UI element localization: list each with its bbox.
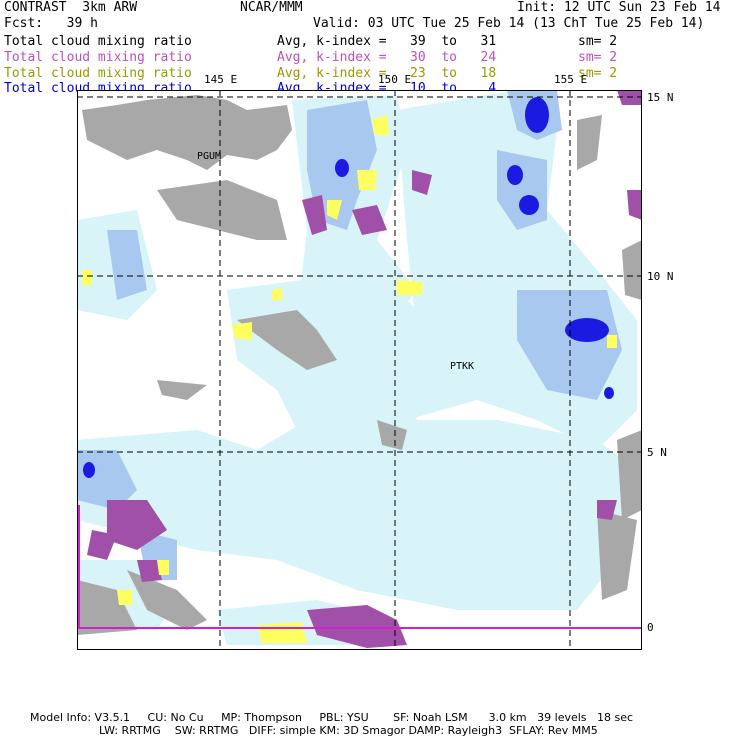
field-name-2: Total cloud mixing ratio [4,50,192,65]
valid-time: Valid: 03 UTC Tue 25 Feb 14 (13 ChT Tue … [313,16,705,31]
lat-label-0: 0 [647,621,654,634]
init-time: Init: 12 UTC Sun 23 Feb 14 [517,0,721,15]
org-label: NCAR/MMM [240,0,303,15]
model-info-line2: LW: RRTMG SW: RRTMG DIFF: simple KM: 3D … [99,724,598,737]
dark-blue-cloud-layer [83,97,614,478]
lon-label-155: 155 E [554,73,588,86]
station-pgum: PGUM [197,151,222,162]
field-stat-2: Avg, k-index = 30 to 24 [277,50,497,65]
lat-label-5n: 5 N [647,446,667,459]
station-ptkk: PTKK [450,361,475,372]
field-name-3: Total cloud mixing ratio [4,66,192,81]
lat-label-10n: 10 N [647,270,674,283]
model-title: CONTRAST 3km ARW [4,0,138,15]
lat-label-15n: 15 N [647,91,674,104]
gray-cloud-layer [77,95,642,635]
model-info-line1: Model Info: V3.5.1 CU: No Cu MP: Thompso… [30,711,634,724]
field-stat-3: Avg, k-index = 23 to 18 [277,66,497,81]
lon-label-150: 150 E [378,73,412,86]
domain-boundary [78,505,642,629]
field-sm-2: sm= 2 [578,50,618,65]
forecast-hour: Fcst: 39 h [4,16,98,31]
cloud-map [77,90,642,650]
field-stat-1: Avg, k-index = 39 to 31 [277,34,497,49]
field-sm-1: sm= 2 [578,34,618,49]
lon-label-145: 145 E [204,73,238,86]
field-name-1: Total cloud mixing ratio [4,34,192,49]
lat-lon-grid [77,90,642,650]
field-sm-3: sm= 2 [578,66,618,81]
purple-cloud-layer [87,90,642,648]
